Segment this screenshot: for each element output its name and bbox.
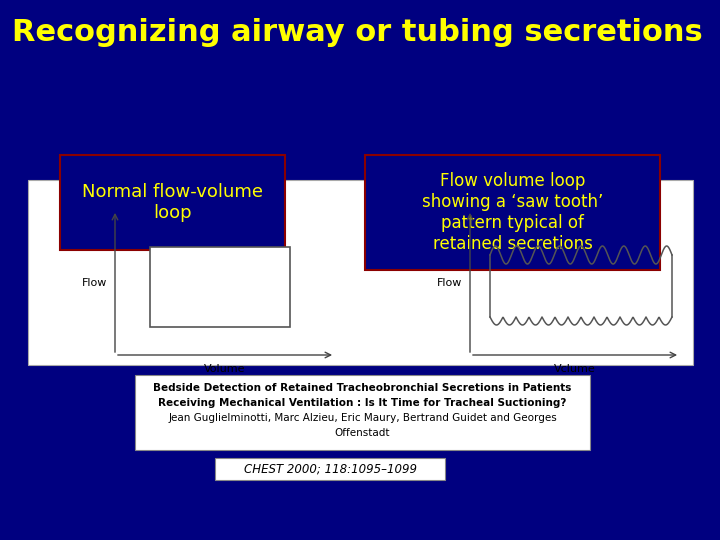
- Text: Receiving Mechanical Ventilation : Is It Time for Tracheal Suctioning?: Receiving Mechanical Ventilation : Is It…: [158, 398, 567, 408]
- Bar: [215, 458, 445, 480]
- Bar: [28, 180, 693, 365]
- Text: Volume: Volume: [204, 364, 246, 374]
- Text: Flow volume loop
showing a ‘saw tooth’
pattern typical of
retained secretions: Flow volume loop showing a ‘saw tooth’ p…: [422, 172, 603, 253]
- Text: Offenstadt: Offenstadt: [335, 428, 390, 438]
- Text: Normal flow-volume
loop: Normal flow-volume loop: [82, 183, 263, 222]
- Bar: [365, 155, 660, 270]
- Text: Vclume: Vclume: [554, 364, 596, 374]
- Text: CHEST 2000; 118:1095–1099: CHEST 2000; 118:1095–1099: [243, 462, 416, 476]
- Bar: [60, 155, 285, 250]
- Text: Jean Guglielminotti, Marc Alzieu, Eric Maury, Bertrand Guidet and Georges: Jean Guglielminotti, Marc Alzieu, Eric M…: [168, 413, 557, 423]
- Text: Flow: Flow: [437, 278, 463, 287]
- Bar: [135, 375, 590, 450]
- Text: Flow: Flow: [82, 278, 108, 287]
- Text: Bedside Detection of Retained Tracheobronchial Secretions in Patients: Bedside Detection of Retained Tracheobro…: [153, 383, 572, 393]
- Bar: [150, 247, 290, 327]
- Text: Recognizing airway or tubing secretions: Recognizing airway or tubing secretions: [12, 18, 703, 47]
